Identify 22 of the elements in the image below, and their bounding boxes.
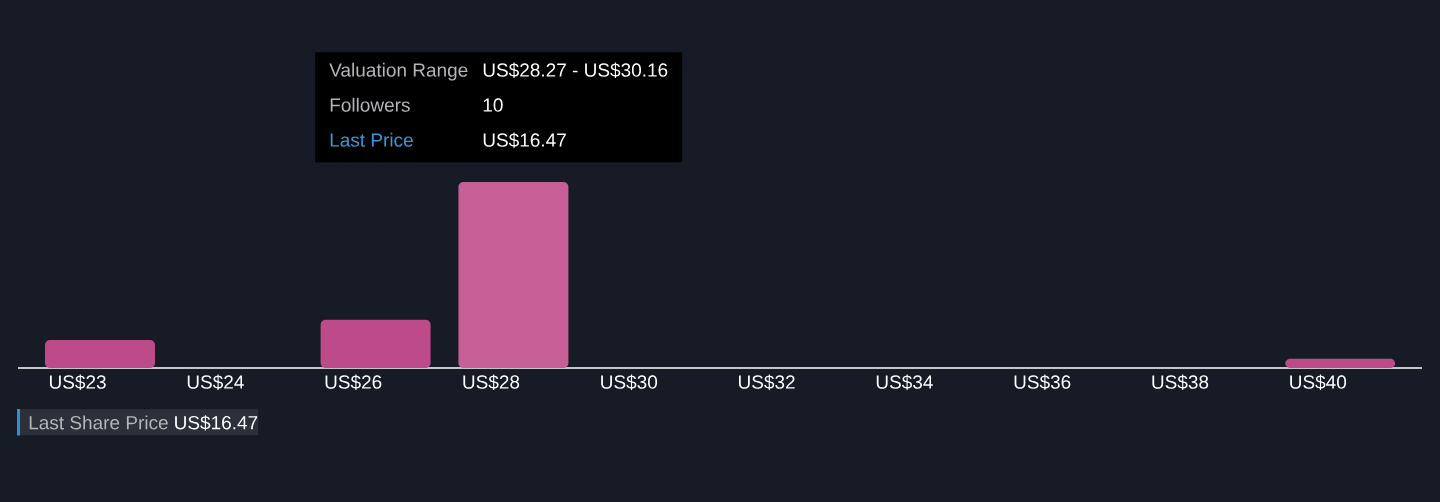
x-tick-label: US$38 [1152, 374, 1209, 390]
x-tick-label: US$40 [1290, 374, 1347, 390]
bar [458, 182, 569, 368]
x-tick-label: US$26 [325, 374, 382, 390]
bar [45, 340, 155, 368]
bar [1285, 358, 1396, 368]
text: US$16.47 [175, 415, 258, 431]
x-tick-label: US$36 [1014, 374, 1071, 390]
x-tick-label: US$28 [463, 374, 520, 390]
text: Last Share Price [29, 415, 168, 430]
x-tick-label: US$24 [187, 374, 244, 390]
x-tick-label: US$23 [49, 374, 106, 390]
text: Last Price [330, 132, 413, 147]
text: 10 [483, 98, 503, 112]
bar [320, 319, 431, 368]
text: Followers [330, 97, 410, 112]
x-tick-label: US$32 [739, 374, 795, 390]
x-tick-label: US$34 [876, 374, 933, 390]
text: US$28.27 - US$30.16 [483, 62, 668, 78]
text: US$16.47 [483, 132, 566, 148]
x-tick-label: US$30 [601, 374, 658, 390]
text: Valuation Range [329, 62, 468, 81]
